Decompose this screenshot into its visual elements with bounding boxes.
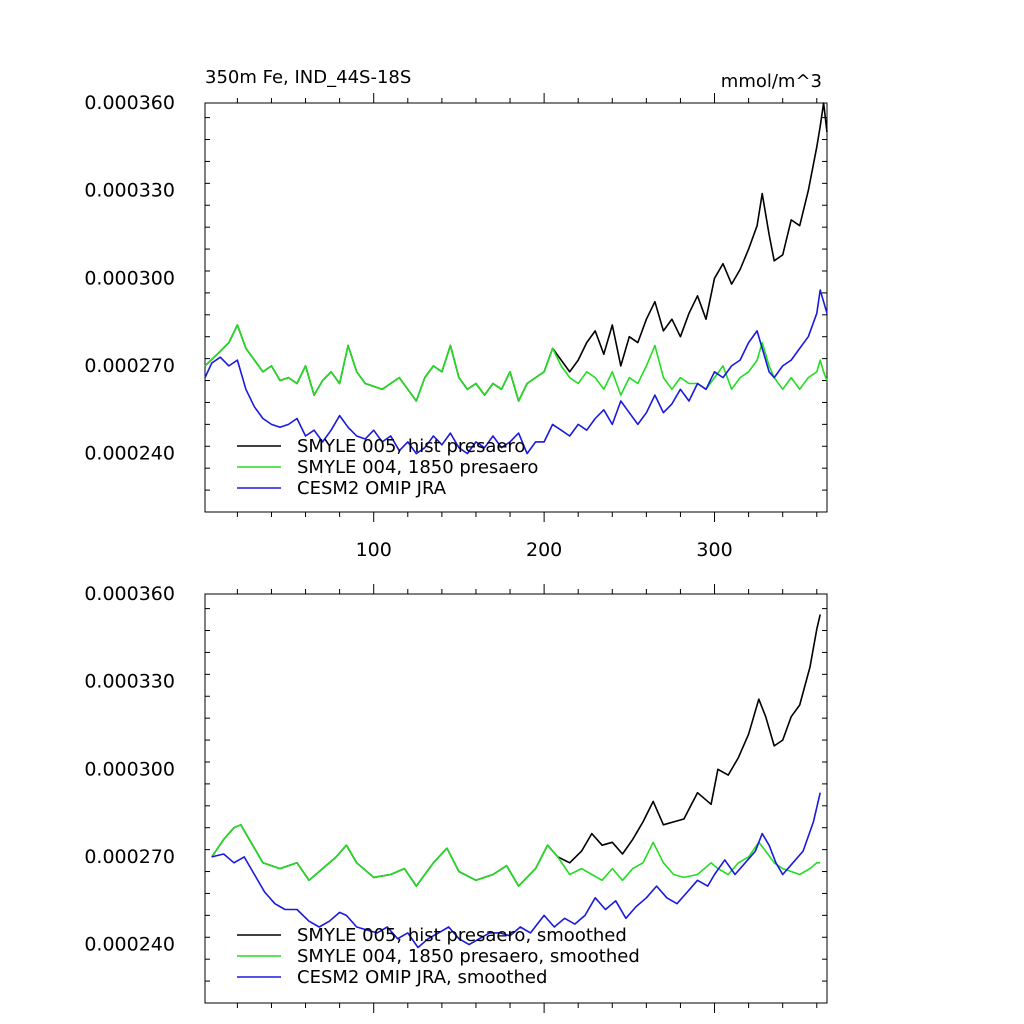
units-label: mmol/m^3 xyxy=(721,71,822,92)
y-tick-label: 0.000360 xyxy=(84,92,175,114)
panel-top: 0.000240 0.000270 0.000300 0.000330 0.000360… xyxy=(84,67,828,561)
y-tick-label: 0.000330 xyxy=(84,671,175,693)
x-tick-label: 300 xyxy=(696,539,732,561)
y-tick-label: 0.000240 xyxy=(84,443,175,465)
x-tick-label: 200 xyxy=(526,539,562,561)
series-line-0 xyxy=(204,102,828,402)
legend-label-2: CESM2 OMIP JRA xyxy=(297,478,447,499)
plot-frame xyxy=(204,102,828,513)
y-tick-label: 0.000270 xyxy=(84,355,175,377)
chart-title: 350m Fe, IND_44S-18S xyxy=(205,67,411,88)
series-line-2 xyxy=(204,289,828,455)
y-tick-label: 0.000300 xyxy=(84,758,175,780)
y-tick-label: 0.000300 xyxy=(84,267,175,289)
panel-bottom: 0.000240 0.000270 0.000300 0.000330 0.000360… xyxy=(84,583,828,1013)
y-tick-label: 0.000240 xyxy=(84,934,175,956)
legend-label-0: SMYLE 005, hist presaero xyxy=(297,436,525,457)
legend-label-2: CESM2 OMIP JRA, smoothed xyxy=(297,967,547,988)
series-line-0 xyxy=(211,614,821,887)
legend-label-1: SMYLE 004, 1850 presaero xyxy=(297,457,538,478)
plot-frame xyxy=(204,593,828,1004)
legend-label-1: SMYLE 004, 1850 presaero, smoothed xyxy=(297,946,640,967)
y-tick-label: 0.000270 xyxy=(84,846,175,868)
y-tick-label: 0.000360 xyxy=(84,583,175,605)
legend-label-0: SMYLE 005, hist presaero, smoothed xyxy=(297,925,627,946)
y-tick-label: 0.000330 xyxy=(84,180,175,202)
series-line-1 xyxy=(211,823,821,887)
series-line-2 xyxy=(211,792,821,949)
series-line-1 xyxy=(204,324,828,402)
x-tick-label: 100 xyxy=(356,539,392,561)
